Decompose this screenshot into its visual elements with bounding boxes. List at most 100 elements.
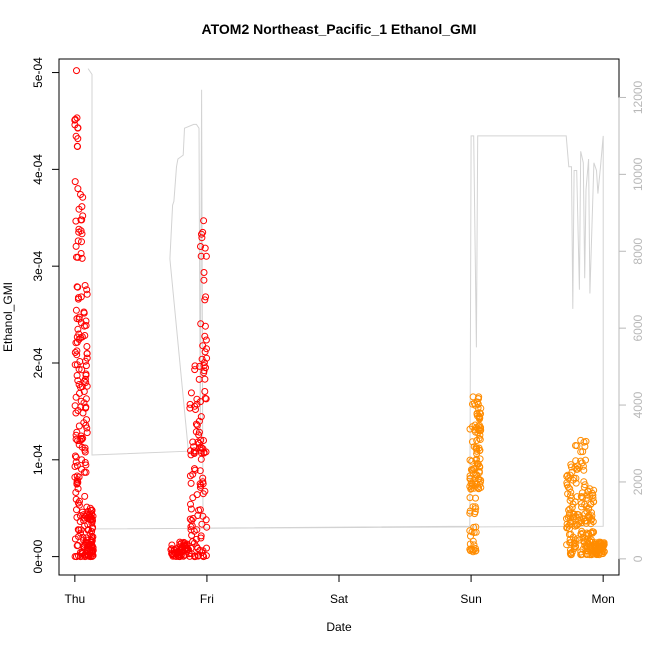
data-point: [73, 428, 81, 436]
data-point: [190, 443, 198, 451]
data-point: [201, 244, 209, 252]
data-point: [476, 462, 483, 470]
y2-tick-label: 8000: [631, 238, 645, 265]
data-point: [200, 359, 208, 367]
data-point: [567, 488, 575, 496]
data-point: [75, 441, 83, 449]
data-point: [197, 320, 205, 328]
data-point: [582, 519, 590, 527]
data-point: [566, 492, 574, 500]
data-point: [168, 550, 176, 557]
data-point: [71, 178, 79, 186]
data-point: [191, 553, 199, 561]
data-point: [586, 485, 594, 493]
data-point: [86, 504, 94, 512]
data-point: [73, 347, 81, 355]
data-point: [197, 436, 205, 444]
data-point: [197, 398, 204, 406]
data-point: [468, 466, 476, 474]
data-point: [192, 535, 200, 543]
data-point: [197, 455, 205, 463]
data-point: [203, 354, 211, 362]
data-point: [181, 541, 189, 549]
y2-tick-label: 6000: [631, 314, 645, 341]
data-point: [200, 362, 208, 370]
y-tick-label: 1e-04: [31, 444, 45, 475]
data-point: [573, 522, 581, 530]
data-point: [77, 403, 85, 411]
data-point: [81, 282, 89, 289]
data-point: [176, 538, 184, 546]
data-point: [198, 549, 206, 557]
data-point: [192, 428, 200, 436]
data-point: [191, 366, 199, 374]
data-point: [201, 375, 209, 383]
data-point: [74, 377, 82, 385]
data-point: [474, 404, 482, 412]
data-point: [477, 476, 485, 484]
data-point: [81, 332, 89, 339]
data-point: [469, 537, 477, 545]
data-point: [72, 489, 80, 496]
data-point: [75, 315, 83, 323]
data-point: [76, 437, 84, 445]
data-point: [74, 499, 82, 507]
data-point: [176, 553, 184, 561]
data-point: [199, 445, 207, 453]
data-point: [476, 431, 484, 439]
data-point: [75, 335, 83, 343]
data-point: [75, 365, 83, 373]
data-point: [168, 541, 176, 549]
data-point: [193, 395, 201, 403]
secondary-series-line: [87, 68, 604, 530]
y-tick-label: 4e-04: [31, 154, 45, 185]
data-point: [73, 462, 81, 470]
y-tick-label: 2e-04: [31, 347, 45, 378]
series-2: [466, 393, 608, 559]
y2-tick-label: 4000: [631, 391, 645, 418]
data-point: [195, 428, 203, 436]
chart-title: ATOM2 Northeast_Pacific_1 Ethanol_GMI: [202, 21, 477, 37]
data-point: [74, 143, 81, 150]
data-point: [476, 455, 484, 463]
data-point: [82, 468, 90, 476]
data-point: [88, 535, 96, 543]
data-point: [73, 67, 80, 75]
data-point: [584, 487, 592, 495]
data-point: [584, 513, 592, 521]
data-point: [74, 325, 82, 333]
data-point: [82, 395, 90, 403]
data-point: [71, 121, 79, 129]
data-point: [189, 438, 197, 446]
data-point: [569, 500, 577, 508]
data-point: [82, 362, 90, 370]
data-point: [566, 536, 574, 543]
y2-tick-label: 12000: [631, 80, 645, 114]
data-point: [475, 467, 483, 475]
data-point: [466, 474, 474, 482]
data-point: [578, 503, 585, 511]
data-point: [201, 296, 209, 304]
data-point: [572, 457, 580, 465]
data-point: [75, 422, 83, 430]
data-point: [81, 446, 89, 454]
data-point: [88, 541, 96, 549]
data-point: [568, 503, 576, 511]
data-point: [73, 372, 81, 379]
data-point: [203, 523, 211, 531]
data-point: [474, 483, 482, 491]
data-point: [189, 494, 197, 502]
data-point: [203, 544, 210, 552]
data-point: [83, 286, 91, 294]
y-axis: 0e+00 1e-04 2e-04 3e-04 4e-04 5e-04: [31, 57, 60, 573]
data-point: [588, 512, 596, 520]
data-point: [202, 336, 210, 344]
data-point: [202, 293, 210, 301]
x-tick-label: Fri: [200, 592, 214, 606]
data-point: [197, 243, 204, 250]
data-point: [570, 511, 578, 518]
data-point: [595, 538, 603, 546]
data-point: [71, 473, 79, 481]
data-point: [81, 492, 89, 500]
data-point: [199, 474, 207, 482]
